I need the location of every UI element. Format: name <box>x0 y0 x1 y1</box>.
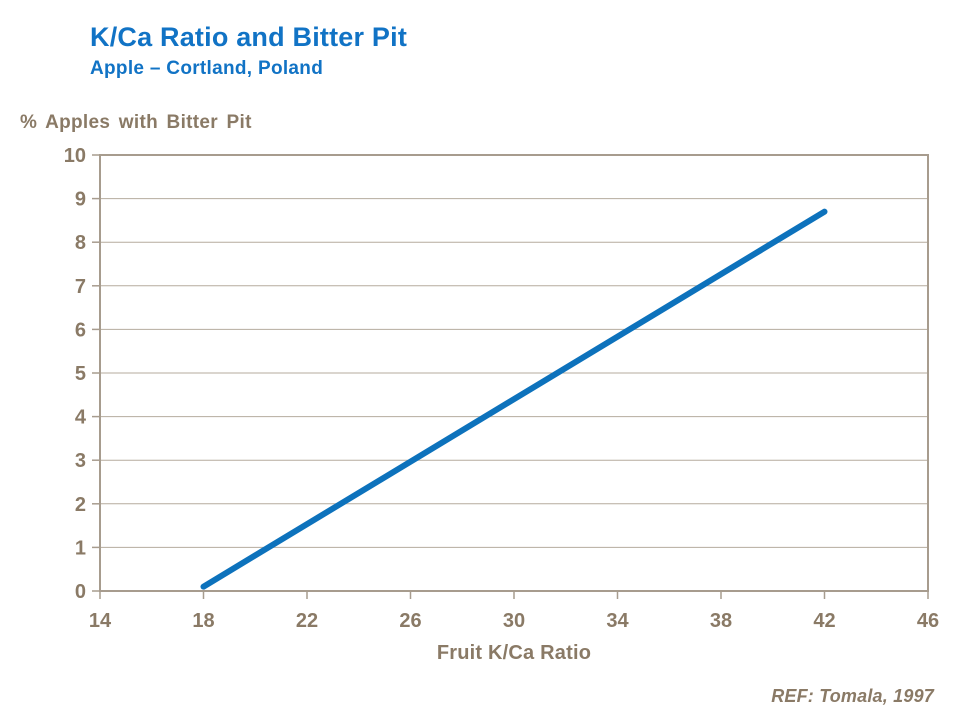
y-tick-label: 2 <box>75 494 86 516</box>
x-tick-label: 26 <box>399 610 421 632</box>
y-tick-label: 0 <box>75 581 86 603</box>
y-tick-label: 9 <box>75 189 86 211</box>
x-tick-label: 30 <box>503 610 525 632</box>
x-tick-label: 46 <box>917 610 939 632</box>
y-tick-label: 3 <box>75 450 86 472</box>
x-tick-label: 34 <box>606 610 629 632</box>
y-tick-label: 6 <box>75 319 86 341</box>
x-tick-label: 38 <box>710 610 732 632</box>
y-tick-label: 7 <box>75 276 86 298</box>
x-tick-label: 42 <box>813 610 835 632</box>
y-tick-label: 5 <box>75 363 86 385</box>
y-tick-label: 8 <box>75 232 86 254</box>
x-tick-label: 14 <box>89 610 112 632</box>
data-line <box>200 208 828 590</box>
x-tick-label: 18 <box>192 610 214 632</box>
reference-citation: REF: Tomala, 1997 <box>771 686 934 706</box>
y-tick-label: 1 <box>75 537 86 559</box>
y-tick-label: 10 <box>64 145 86 167</box>
x-axis-title: Fruit K/Ca Ratio <box>436 642 592 664</box>
chart-title: K/Ca Ratio and Bitter Pit <box>90 22 408 52</box>
y-tick-label: 4 <box>75 407 87 429</box>
x-tick-label: 22 <box>296 610 318 632</box>
chart-subtitle: Apple – Cortland, Poland <box>90 58 324 79</box>
y-axis-title: % Apples with Bitter Pit <box>20 112 252 133</box>
